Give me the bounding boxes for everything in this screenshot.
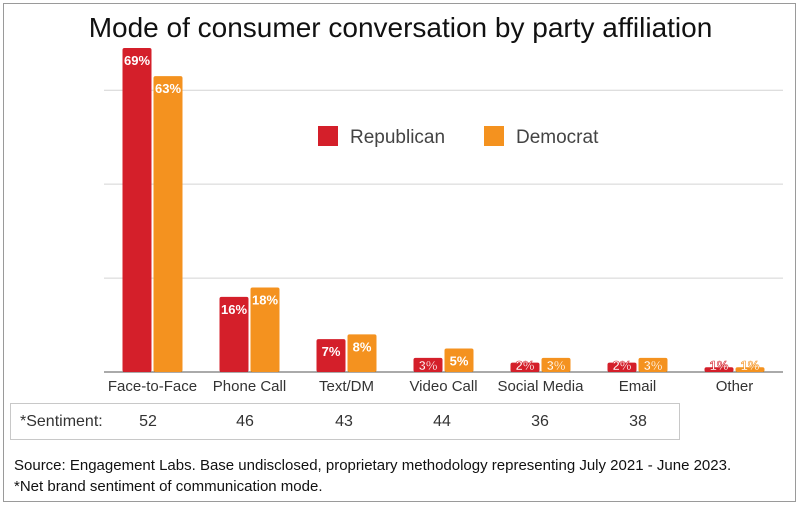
data-label: 3%	[547, 358, 566, 373]
bar-republican	[122, 48, 152, 372]
legend-swatch-republican	[318, 126, 338, 146]
sentiment-value: 52	[139, 413, 157, 430]
data-label: 63%	[155, 81, 181, 96]
data-label: 8%	[353, 339, 372, 354]
sentiment-row: *Sentiment: 52 46 43 44 36 38	[10, 403, 680, 440]
source-note: Source: Engagement Labs. Base undisclose…	[14, 457, 732, 474]
data-label: 7%	[322, 344, 341, 359]
bar-republican	[510, 362, 540, 372]
data-label: 3%	[644, 358, 663, 373]
legend-label-democrat: Democrat	[516, 127, 599, 148]
bar-republican	[316, 339, 346, 372]
sentiment-value: 43	[335, 413, 353, 430]
x-tick-label: Face-to-Face	[108, 378, 197, 395]
sentiment-label: *Sentiment:	[20, 413, 103, 430]
data-label: 3%	[419, 358, 438, 373]
sentiment-footnote: *Net brand sentiment of communication mo…	[14, 478, 323, 495]
bar-republican	[704, 367, 734, 372]
data-label: 1%	[741, 358, 760, 373]
bar-democrat	[638, 357, 668, 372]
data-label: 69%	[124, 53, 150, 68]
legend-label-republican: Republican	[350, 127, 445, 148]
data-label: 2%	[613, 358, 632, 373]
legend-swatch-democrat	[484, 126, 504, 146]
sentiment-value: 36	[531, 413, 549, 430]
data-label: 18%	[252, 292, 278, 307]
bar-democrat	[250, 287, 280, 372]
x-tick-label: Video Call	[409, 378, 477, 395]
x-tick-label: Other	[716, 378, 754, 395]
bar-democrat	[444, 348, 474, 372]
data-label: 5%	[450, 354, 469, 369]
x-tick-label: Email	[619, 378, 657, 395]
data-label: 16%	[221, 302, 247, 317]
bar-republican	[413, 357, 443, 372]
bar-democrat	[541, 357, 571, 372]
x-tick-label: Text/DM	[319, 378, 374, 395]
bar-democrat	[735, 367, 765, 372]
bar-chart: 69% 63% Face-to-Face 16% 18% Phone Call 7% 8% Te…	[104, 48, 783, 395]
bar-republican	[607, 362, 637, 372]
x-tick-label: Phone Call	[213, 378, 286, 395]
bar-democrat	[153, 76, 183, 372]
data-label: 1%	[710, 358, 729, 373]
bar-republican	[219, 296, 249, 372]
x-tick-label: Social Media	[498, 378, 585, 395]
sentiment-value: 44	[433, 413, 451, 430]
bar-democrat	[347, 334, 377, 372]
data-label: 2%	[516, 358, 535, 373]
sentiment-value: 46	[236, 413, 254, 430]
chart-frame	[3, 3, 796, 502]
sentiment-value: 38	[629, 413, 647, 430]
chart-title: Mode of consumer conversation by party a…	[88, 12, 713, 43]
